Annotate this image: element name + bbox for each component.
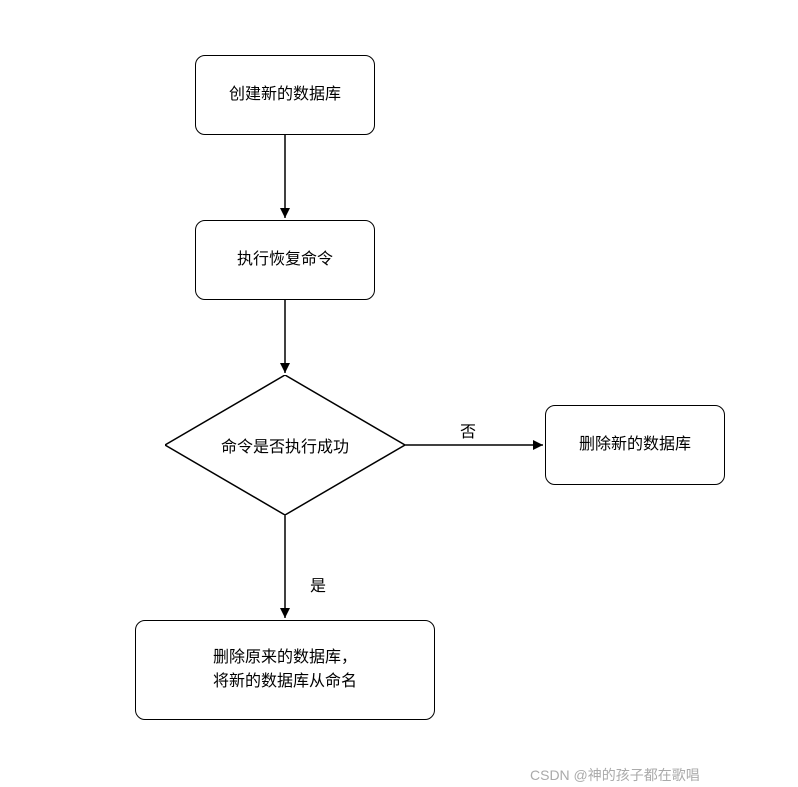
node-create-db: 创建新的数据库: [195, 55, 375, 135]
edge-label-no: 否: [460, 418, 476, 442]
node-run-restore: 执行恢复命令: [195, 220, 375, 300]
flowchart-canvas: 创建新的数据库 执行恢复命令 命令是否执行成功 删除新的数据库 删除原来的数据库…: [0, 0, 798, 787]
node-delete-old-rename: 删除原来的数据库， 将新的数据库从命名: [135, 620, 435, 720]
node-decision-success: 命令是否执行成功: [165, 375, 405, 515]
watermark-text: CSDN @神的孩子都在歌唱: [530, 765, 700, 785]
edge-label-yes: 是: [310, 572, 326, 596]
node-n5-line1: 删除原来的数据库，: [213, 646, 357, 670]
node-delete-new-db: 删除新的数据库: [545, 405, 725, 485]
node-decision-label: 命令是否执行成功: [221, 433, 349, 457]
node-run-restore-label: 执行恢复命令: [237, 248, 333, 272]
node-n5-line2: 将新的数据库从命名: [213, 670, 357, 694]
node-delete-new-db-label: 删除新的数据库: [579, 433, 691, 457]
node-create-db-label: 创建新的数据库: [229, 83, 341, 107]
